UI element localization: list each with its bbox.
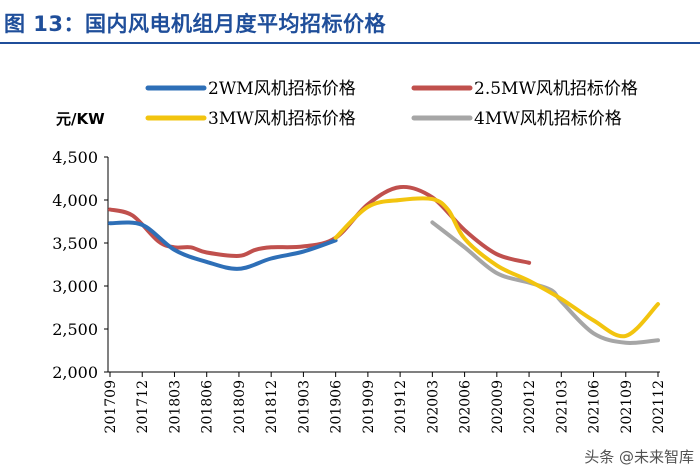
series-line-4 <box>430 220 660 346</box>
x-tick-label: 201903 <box>296 380 312 433</box>
series-line-2 <box>108 184 532 265</box>
x-tick-label: 201906 <box>329 380 345 434</box>
watermark: 头条 @未来智库 <box>584 448 694 466</box>
x-tick-label: 202103 <box>554 380 570 433</box>
series-line-1 <box>108 220 338 271</box>
x-tick-label: 202106 <box>587 380 603 434</box>
figure-title: 图 13：国内风电机组月度平均招标价格 <box>4 12 387 36</box>
x-tick-label: 201809 <box>232 380 248 433</box>
legend-label-4: 4MW风机招标价格 <box>474 109 622 129</box>
y-axis: 2,000 2,500 3,000 3,500 4,000 4,500 <box>52 148 109 382</box>
y-tick-label: 4,500 <box>52 148 98 167</box>
y-tick-label: 3,500 <box>52 234 98 253</box>
y-axis-label: 元/KW <box>56 110 105 128</box>
series-group <box>108 184 660 346</box>
y-tick-label: 4,000 <box>52 191 98 210</box>
y-tick-label: 2,000 <box>52 363 98 382</box>
y-tick-label: 3,000 <box>52 277 98 296</box>
legend: 2WM风机招标价格 2.5MW风机招标价格 3MW风机招标价格 4MW风机招标价格 <box>145 79 638 129</box>
x-tick-label: 201712 <box>135 380 151 433</box>
series-line-3 <box>333 196 660 339</box>
title-rule <box>0 42 700 44</box>
legend-label-1: 2WM风机招标价格 <box>208 79 356 99</box>
x-tick-label: 201912 <box>393 380 409 433</box>
x-tick-label: 202006 <box>458 380 474 434</box>
x-tick-label: 202012 <box>522 380 538 433</box>
x-tick-label: 201812 <box>264 380 280 433</box>
x-tick-label: 202109 <box>619 380 635 433</box>
x-tick-label: 201909 <box>361 380 377 433</box>
legend-label-2: 2.5MW风机招标价格 <box>474 79 638 99</box>
x-tick-label: 202003 <box>425 380 441 433</box>
x-tick-label: 202009 <box>490 380 506 433</box>
x-axis: 201709 201712 201803 201806 201809 201812 2019… <box>103 371 667 434</box>
x-tick-label: 201803 <box>167 380 183 433</box>
x-tick-label: 201709 <box>103 380 119 433</box>
legend-label-3: 3MW风机招标价格 <box>208 109 356 129</box>
x-tick-label: 201806 <box>200 380 216 434</box>
y-tick-label: 2,500 <box>52 320 98 339</box>
x-tick-label: 202112 <box>651 380 667 433</box>
